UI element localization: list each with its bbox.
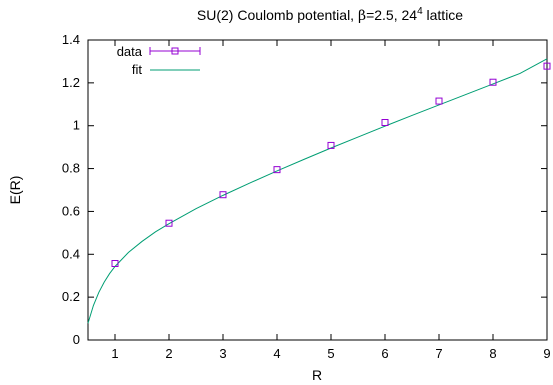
x-tick-label: 5 [327,346,334,361]
plot-frame [87,39,548,341]
y-tick-label: 1.4 [62,32,80,47]
x-tick-label: 6 [381,346,388,361]
x-axis-label: R [312,367,322,383]
y-tick-label: 0.6 [62,203,80,218]
y-axis-label: E(R) [7,176,23,205]
x-tick-label: 8 [489,346,496,361]
data-point [111,260,119,267]
legend: data fit [117,44,201,77]
data-point [489,78,497,86]
y-tick-label: 1 [73,118,80,133]
data-point [381,119,389,126]
x-tick-label: 7 [435,346,442,361]
legend-label-data: data [117,44,143,59]
data-series [111,62,551,267]
chart-title: SU(2) Coulomb potential, β=2.5, 244 latt… [197,6,463,24]
x-tick-label: 1 [111,346,118,361]
x-tick-label: 2 [165,346,172,361]
data-point [435,97,443,105]
y-tick-label: 0 [73,332,80,347]
data-point [273,166,281,174]
data-point [219,191,227,199]
data-point [327,141,335,149]
legend-data-marker [171,47,179,55]
legend-label-fit: fit [132,62,143,77]
y-tick-label: 1.2 [62,75,80,90]
fit-series [87,58,548,324]
data-point [543,62,551,70]
y-tick-label: 0.8 [62,161,80,176]
x-tick-label: 9 [543,346,550,361]
y-tick-label: 0.2 [62,289,80,304]
fit-line [87,58,548,324]
x-tick-label: 3 [219,346,226,361]
axis-ticks: 1 2 3 4 5 6 7 8 9 0 0.2 0.4 0.6 0.8 1 1.2 1.4 [62,32,551,361]
y-tick-label: 0.4 [62,246,80,261]
x-tick-label: 4 [273,346,280,361]
data-point [165,219,173,227]
